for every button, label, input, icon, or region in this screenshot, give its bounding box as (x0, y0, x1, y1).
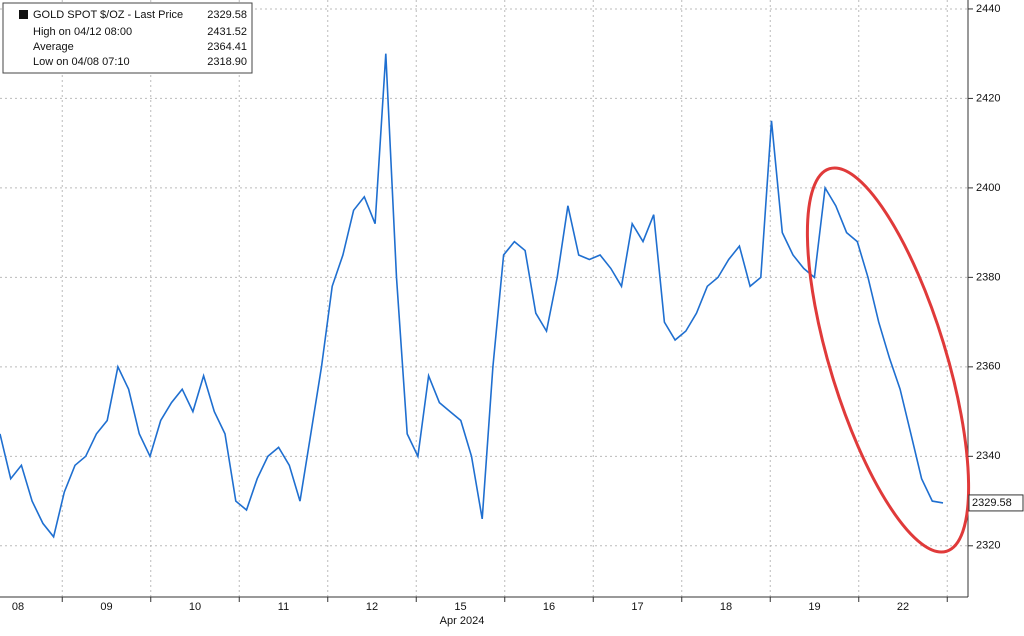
x-tick-label: 16 (543, 601, 555, 613)
last-value-box (968, 494, 1024, 512)
legend-stat-label: Low on 04/08 07:10 (33, 56, 130, 68)
x-tick-label: 17 (631, 601, 643, 613)
x-tick-label: 12 (366, 601, 378, 613)
legend-value: 2329.58 (207, 9, 247, 21)
x-tick-label: 19 (808, 601, 820, 613)
y-tick-label: 2360 (976, 361, 1000, 373)
y-tick-label: 2380 (976, 271, 1000, 283)
y-tick-label: 2400 (976, 182, 1000, 194)
legend-swatch (19, 10, 28, 19)
y-tick-label: 2420 (976, 92, 1000, 104)
x-tick-label: 10 (189, 601, 201, 613)
y-tick-label: 2320 (976, 540, 1000, 552)
legend-stat-value: 2431.52 (207, 26, 247, 38)
price-line (0, 53, 944, 539)
legend-stat-value: 2364.41 (207, 41, 247, 53)
y-tick-label: 2440 (976, 3, 1000, 15)
x-tick-label: 22 (897, 601, 909, 613)
legend: GOLD SPOT $/OZ - Last Price 2329.58 High… (2, 2, 253, 74)
highlight-ellipse (805, 166, 971, 554)
plot (0, 53, 944, 539)
legend-name: GOLD SPOT $/OZ - Last Price (33, 9, 183, 21)
x-tick-label: 15 (454, 601, 466, 613)
x-tick-label: 11 (278, 601, 289, 613)
x-axis-label: Apr 2024 (440, 615, 485, 627)
legend-stat-value: 2318.90 (207, 56, 247, 68)
legend-stat-label: High on 04/12 08:00 (33, 26, 132, 38)
y-tick-label: 2340 (976, 450, 1000, 462)
last-value-label: 2329.58 (972, 497, 1012, 509)
x-tick-label: 08 (12, 601, 24, 613)
x-tick-label: 18 (720, 601, 732, 613)
legend-box (2, 2, 253, 74)
x-tick-label: 09 (100, 601, 112, 613)
legend-stat-label: Average (33, 41, 74, 53)
